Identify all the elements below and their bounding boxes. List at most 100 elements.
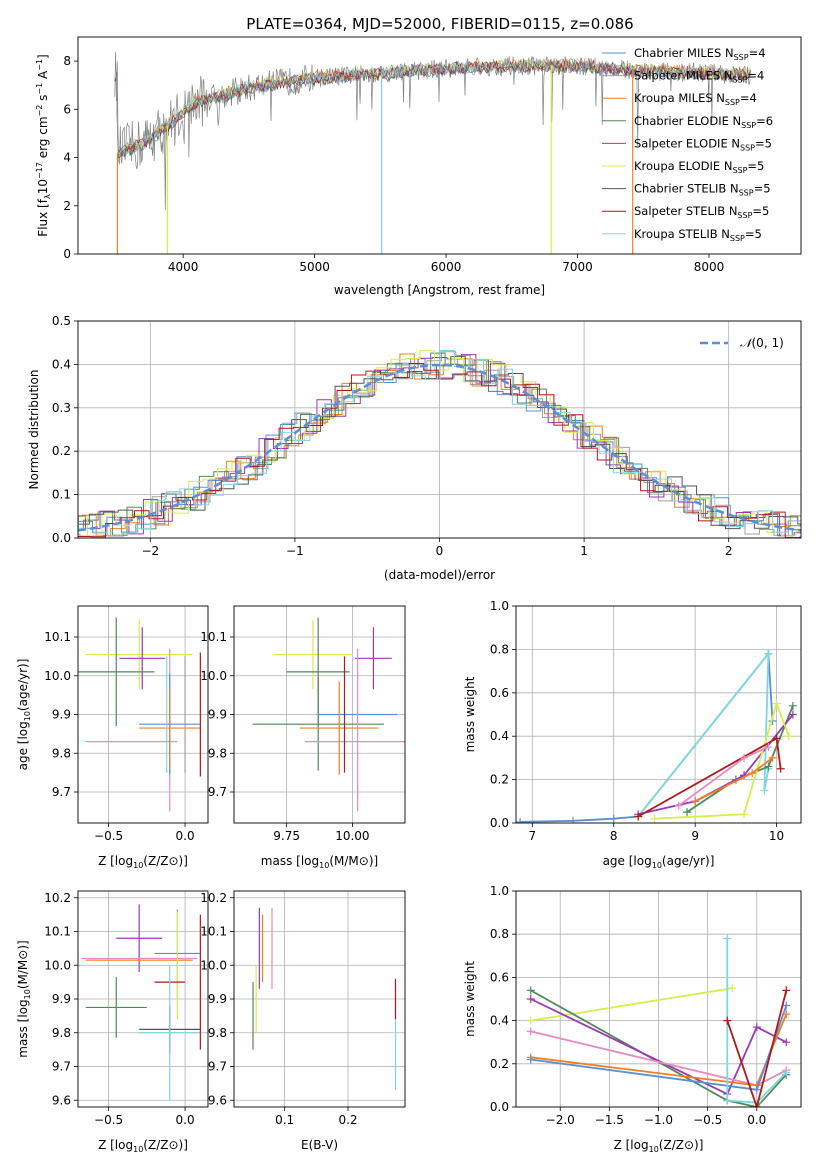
y-tick-label: 9.8 [208,746,227,760]
label-part: =4 [747,69,764,83]
histogram-line [78,352,801,537]
legend-entry: Kroupa MILES NSSP=4 [634,91,757,107]
axes-frame [77,890,209,1108]
y-tick-label: 0.6 [490,686,509,700]
y-tick-label: 9.9 [208,992,227,1006]
y-axis-label: Flux [fλ10−17 erg cm−2 s−1 A−1] [35,54,52,236]
x-axis-label: Z [log10(Z/Z⊙)] [614,1138,704,1154]
x-tick-label: 1 [580,544,588,558]
y-tick-label: 1.0 [490,884,509,898]
series-marker [768,753,777,762]
y-tick-label: 10.1 [44,630,71,644]
y-tick-label: 2 [63,199,71,213]
y-tick-label: 4 [63,151,71,165]
age-vs-metallicity-panel: −0.5 0.0 9.7 9.8 9.9 10.0 10.1 Z [log10(Z/Z⊙)] a… [16,605,209,870]
superscript: −17 [35,162,44,179]
x-tick-label: −1 [286,544,304,558]
subscript: SSP [730,234,745,243]
series-marker [526,1016,535,1025]
series-marker [760,786,769,795]
label-part: erg cm [36,116,50,162]
y-tick-label: 0.2 [490,773,509,787]
series-line [520,651,774,823]
subscript: SSP [732,166,747,175]
series-marker [782,1038,791,1047]
series-line [726,990,788,1107]
y-tick-label: 6 [63,102,71,116]
y-tick-label: 1.0 [490,599,509,613]
y-tick-label: 0.1 [52,488,71,502]
y-axis-label: Normed distribution [27,370,41,490]
label-part: =5 [745,227,762,241]
series-marker [782,986,791,995]
y-tick-label: 0 [63,247,71,261]
label-part: ] [36,54,50,59]
x-tick-label: 10 [769,829,784,843]
age-vs-mass-panel: 9.75 10.00 9.7 9.8 9.9 10.0 10.1 mass [log10(M/… [200,605,406,870]
histogram-line [78,363,801,538]
massweight-vs-age-panel: 7 8 9 10 0.0 0.2 0.4 0.6 0.8 1.0 age [log10(age/yr… [463,599,802,870]
label-part: =5 [754,182,771,196]
label-part: =4 [740,91,757,105]
series-marker [764,762,773,771]
x-axis-label: mass [log10(M/M⊙)] [261,854,378,870]
series-lines [526,934,791,1107]
y-tick-label: 9.9 [208,708,227,722]
model-spectrum-line [114,58,751,156]
y-tick-label: 0.2 [52,444,71,458]
y-tick-label: 10.1 [200,630,227,644]
mass-vs-metallicity-panel: −0.5 0.0 9.6 9.7 9.8 9.9 10.0 10.1 10.2 Z [log10(… [16,890,209,1154]
series-marker [788,710,797,719]
label-part: A [36,70,50,83]
x-tick-label: 10.00 [335,829,369,843]
series-marker [728,984,737,993]
legend-entry: Kroupa ELODIE NSSP=5 [634,159,764,175]
massweight-vs-metallicity-panel: −2.0 −1.5 −1.0 −0.5 0.0 0.0 0.2 0.4 0.6 0.8 1.0 Z [… [463,884,802,1154]
x-tick-label: 7 [528,829,536,843]
series-line [530,998,787,1096]
y-tick-label: 0.8 [490,642,509,656]
model-spectrum-line [114,59,751,158]
y-axis-label: mass weight [463,676,477,752]
series-marker [782,1068,791,1077]
series-line [530,987,733,1022]
x-tick-label: 9 [691,829,699,843]
label-part: s [36,95,50,105]
series-line [637,651,770,818]
y-tick-label: 8 [63,54,71,68]
figure-title: PLATE=0364, MJD=52000, FIBERID=0115, z=0… [246,15,633,33]
label-part: (0, 1) [752,336,784,350]
series-marker [683,808,691,817]
series-marker [723,934,732,943]
series-marker [691,797,700,806]
subscript: λ [43,194,52,199]
y-tick-label: 0.2 [490,1057,509,1071]
y-axis-label: mass weight [463,961,477,1037]
x-tick-label: −2 [141,544,159,558]
superscript: −2 [35,105,44,117]
x-tick-label: 0.2 [338,1113,357,1127]
label-part: (M/M⊙)] [16,940,30,989]
residuals-panel: −2 −1 0 1 2 0.0 0.1 0.2 0.3 0.4 0.5 (data-model)/er… [27,314,802,582]
series-line [530,989,787,1107]
subscript: 10 [319,861,329,870]
series-marker [674,801,683,810]
error-bars [252,617,405,812]
y-tick-label: 0.4 [490,1014,509,1028]
label-part: =6 [756,114,773,128]
subscript: SSP [741,121,756,130]
y-tick-label: 0.0 [490,1100,509,1114]
y-tick-label: 9.8 [52,746,71,760]
y-tick-label: 9.6 [208,1093,227,1107]
series-marker [788,701,797,710]
label-part: (age/yr)] [16,659,30,711]
subscript: 10 [649,1145,659,1154]
y-tick-label: 10.0 [200,958,227,972]
series-marker [569,816,577,823]
x-axis-label: (data-model)/error [384,568,495,582]
axes-frame [77,320,802,539]
series-marker [752,1085,761,1094]
x-tick-label: 4000 [168,260,199,274]
subscript: SSP [734,53,749,62]
